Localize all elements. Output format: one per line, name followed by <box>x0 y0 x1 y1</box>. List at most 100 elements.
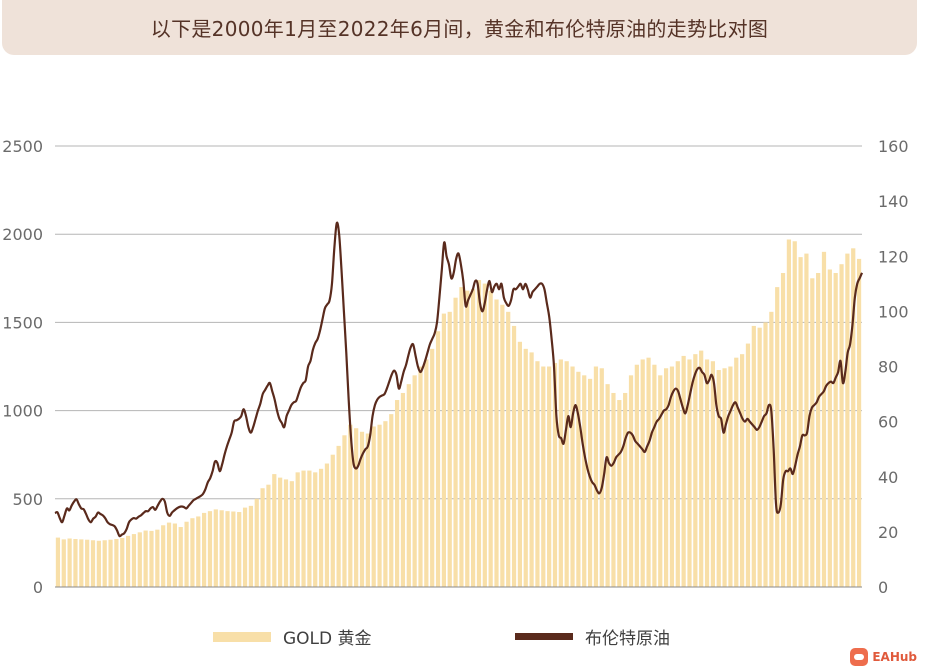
gold-bar <box>248 505 254 587</box>
legend-gold-swatch <box>213 632 271 642</box>
gold-bar <box>605 384 610 587</box>
gold-bar <box>482 283 487 587</box>
right-tick-label-0: 0 <box>878 578 888 597</box>
gold-bar <box>628 375 634 587</box>
gold-bar <box>447 311 452 587</box>
gold-bar <box>845 253 850 587</box>
gold-bar <box>804 253 809 587</box>
gold-bar <box>587 378 593 587</box>
gold-bar <box>283 479 289 587</box>
gold-bar <box>570 366 575 587</box>
gold-bar <box>856 258 862 587</box>
gold-bar <box>359 431 365 587</box>
gold-bar <box>453 297 458 587</box>
gold-bar <box>394 400 400 587</box>
left-tick-label-0: 0 <box>33 578 43 597</box>
gold-bar <box>149 530 154 587</box>
gold-bar <box>61 539 66 587</box>
legend: GOLD 黄金 布伦特原油 <box>213 629 670 649</box>
left-tick-label-2: 1000 <box>2 402 43 421</box>
gold-bar <box>833 273 838 587</box>
gold-bar <box>260 488 265 587</box>
gold-bar <box>710 361 715 587</box>
gold-bar <box>289 481 294 587</box>
gold-bar <box>500 304 505 587</box>
gold-bar <box>330 454 335 587</box>
gold-bar <box>102 540 107 587</box>
gold-bar <box>681 355 686 587</box>
gold-bar <box>225 511 230 587</box>
gold-bar <box>471 288 476 587</box>
gold-bar <box>821 251 827 587</box>
right-tick-label-3: 60 <box>878 413 898 432</box>
gold-bar <box>166 522 172 587</box>
gold-bars <box>55 239 862 588</box>
gold-bar <box>634 364 639 587</box>
left-tick-label-3: 1500 <box>2 313 43 332</box>
gold-bar <box>272 474 277 587</box>
gold-bar <box>406 384 411 587</box>
gold-bar <box>365 433 370 587</box>
legend-oil-swatch <box>515 633 573 640</box>
gold-bar <box>73 539 78 587</box>
gold-bar <box>810 278 815 587</box>
gold-bar <box>418 366 423 587</box>
gold-bar <box>769 311 774 587</box>
left-tick-label-5: 2500 <box>2 137 43 156</box>
gold-bar <box>734 357 739 587</box>
gold-bar <box>523 348 528 587</box>
gold-bar <box>541 366 546 587</box>
gold-bar <box>377 424 382 587</box>
right-tick-label-8: 160 <box>878 137 909 156</box>
gold-bar <box>757 327 762 587</box>
gold-bar <box>301 470 306 587</box>
gold-bar <box>400 392 406 587</box>
chart-title: 以下是2000年1月至2022年6月间，黄金和布伦特原油的走势比对图 <box>150 17 769 41</box>
gold-bar <box>839 264 844 587</box>
gold-bar <box>459 287 464 587</box>
gold-bar <box>207 511 213 587</box>
gold-bar <box>611 392 616 587</box>
gold-bar <box>465 290 470 587</box>
gold-bar <box>278 477 283 587</box>
gold-bar <box>313 472 318 587</box>
gold-bar <box>617 400 622 587</box>
gold-bar <box>114 539 119 587</box>
gold-bar <box>412 375 417 587</box>
gold-bar <box>371 426 376 587</box>
gold-bar <box>786 239 792 588</box>
gold-bar <box>184 521 189 587</box>
gold-bar <box>775 287 780 587</box>
gold-bar <box>488 290 493 587</box>
gold-bar <box>827 269 832 587</box>
gold-bar <box>120 537 125 587</box>
gold-bar <box>295 472 300 587</box>
gold-bar <box>79 539 84 587</box>
title-bar: 以下是2000年1月至2022年6月间，黄金和布伦特原油的走势比对图 <box>2 0 917 55</box>
gold-bar <box>307 470 312 587</box>
gold-bar <box>745 343 751 587</box>
gold-bar <box>55 537 61 587</box>
gold-bar <box>108 539 113 587</box>
gold-bar <box>85 539 90 587</box>
gold-bar <box>494 299 499 587</box>
gold-bar <box>476 280 482 587</box>
right-tick-label-1: 20 <box>878 523 898 542</box>
gold-bar <box>196 516 201 587</box>
gold-bar <box>780 273 786 587</box>
gold-bar <box>131 534 137 587</box>
gold-bar <box>529 352 534 587</box>
gold-bar <box>728 366 733 587</box>
gold-bar <box>740 354 745 587</box>
gold-bar <box>623 392 628 587</box>
gold-bar <box>535 361 540 587</box>
gold-bar <box>669 366 675 587</box>
gold-bar <box>202 512 207 587</box>
gold-bar <box>67 538 72 587</box>
right-tick-label-7: 140 <box>878 192 909 211</box>
gold-bar <box>751 325 756 587</box>
right-axis-ticks: 0 20 40 60 80 100 120 140 160 <box>878 137 909 597</box>
gold-bar <box>161 525 166 587</box>
gold-bar <box>558 359 563 587</box>
